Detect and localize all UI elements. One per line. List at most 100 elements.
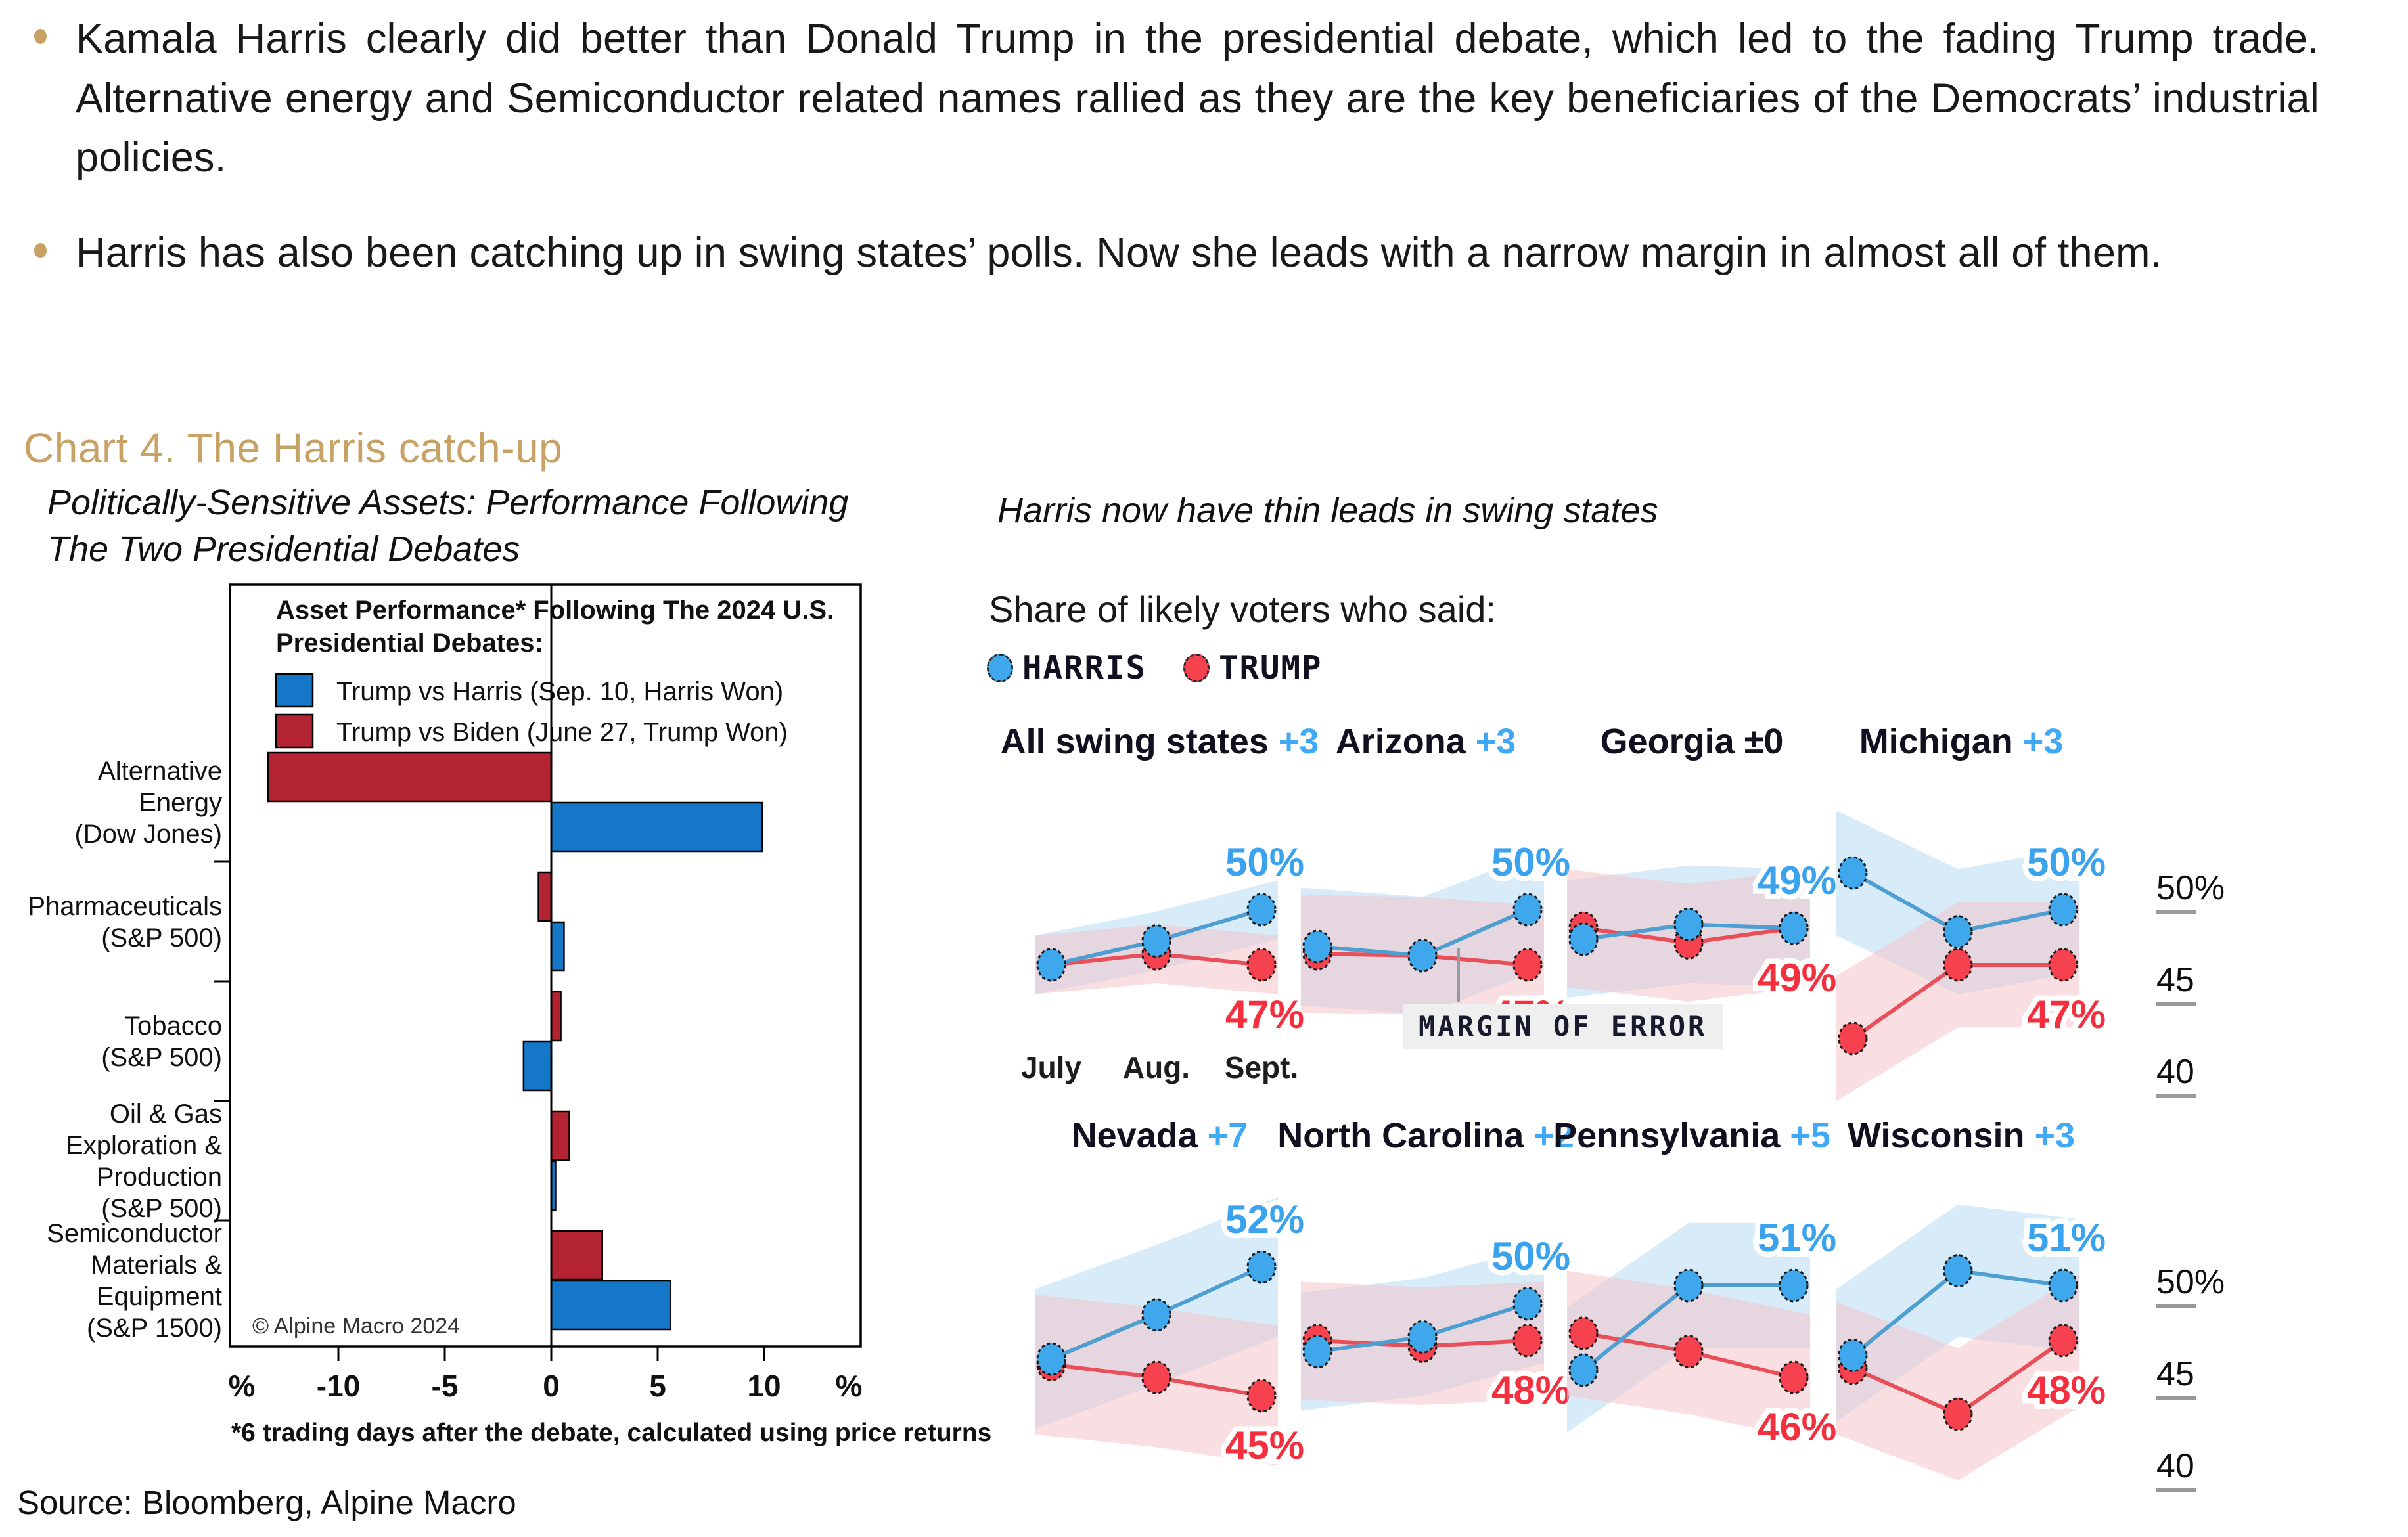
month-label: Aug.	[1123, 1050, 1190, 1084]
bar-category-label: Tobacco	[124, 1012, 222, 1040]
harris-point	[1302, 1335, 1332, 1369]
bar-harris-0	[550, 801, 763, 853]
harris-value-label: 49%	[1758, 858, 1836, 902]
bar-category-label: (S&P 500)	[101, 1194, 222, 1223]
state-title: All swing states +3	[1001, 722, 1319, 761]
bar-biden-1	[537, 871, 553, 922]
harris-point	[2048, 1268, 2078, 1303]
margin-of-error-pointer-line	[1457, 948, 1460, 1002]
bar-harris-4	[550, 1280, 671, 1331]
trump-point	[1246, 948, 1277, 982]
trump-point	[1246, 1379, 1277, 1413]
harris-point	[1302, 929, 1332, 964]
bullet-icon	[34, 243, 47, 259]
right-chart-subtitle: Harris now have thin leads in swing stat…	[997, 491, 1658, 530]
bar-chart-footnote: *6 trading days after the debate, calcul…	[231, 1419, 991, 1447]
trump-point	[1141, 1360, 1171, 1394]
axis-tick	[2156, 910, 2196, 914]
trump-dot-icon	[1183, 653, 1210, 682]
harris-point	[1036, 948, 1066, 982]
x-tick-label: 10	[747, 1369, 781, 1403]
legend-item-harris: HARRIS	[987, 649, 1147, 686]
x-tick-label: 0	[543, 1369, 560, 1403]
bar-category-label: Oil & Gas	[110, 1100, 222, 1128]
state-title: North Carolina +2	[1277, 1116, 1574, 1155]
axis-label: 50%	[2156, 869, 2225, 907]
bar-category-label: Energy	[139, 788, 222, 817]
bar-biden-2	[550, 991, 562, 1042]
harris-point	[1036, 1342, 1066, 1376]
source-note: Source: Bloomberg, Alpine Macro	[17, 1484, 516, 1521]
bar-category-label: Semiconductor	[47, 1219, 222, 1248]
trump-point	[1779, 1360, 1809, 1394]
bar-category-label: (S&P 500)	[101, 1043, 222, 1072]
harris-point	[1407, 1320, 1438, 1354]
bar-harris-1	[550, 921, 565, 972]
trump-value-label: 47%	[1225, 992, 1304, 1036]
bar-chart-title: Asset Performance* Following The 2024 U.…	[276, 596, 834, 625]
bar-chart-frame	[229, 583, 862, 1348]
bullet-list: Kamala Harris clearly did better than Do…	[34, 9, 2319, 319]
harris-value-label: 50%	[1225, 840, 1304, 884]
poll-share-label: Share of likely voters who said:	[989, 589, 1496, 630]
bullet-icon	[34, 29, 47, 44]
trump-point	[1838, 1021, 1868, 1056]
harris-point	[1141, 924, 1171, 958]
bar-category-label: Pharmaceuticals	[28, 892, 222, 921]
harris-point	[1568, 922, 1599, 956]
axis-label: 40	[2156, 1053, 2194, 1091]
bar-harris-2	[522, 1040, 553, 1092]
harris-point	[1246, 893, 1277, 927]
chart-section-title: Chart 4. The Harris catch-up	[24, 424, 563, 472]
axis-tick	[2156, 1396, 2196, 1400]
bar-chart-title: Presidential Debates:	[276, 629, 543, 657]
bullet-item: Kamala Harris clearly did better than Do…	[34, 9, 2319, 188]
bar-category-label: (S&P 500)	[101, 924, 222, 952]
state-title: Wisconsin +3	[1848, 1116, 2075, 1155]
bar-category-label: Exploration &	[66, 1131, 222, 1160]
state-title: Arizona +3	[1336, 722, 1516, 761]
harris-point	[1838, 856, 1868, 890]
harris-point	[1943, 1254, 1973, 1288]
state-title: Michigan +3	[1859, 722, 2064, 761]
harris-point	[1568, 1353, 1599, 1387]
state-title: Georgia ±0	[1601, 722, 1784, 761]
bar-legend-label: Trump vs Harris (Sep. 10, Harris Won)	[336, 677, 783, 706]
trump-point	[1943, 948, 1973, 982]
legend-swatch-icon	[275, 713, 314, 749]
harris-point	[1838, 1338, 1868, 1372]
trump-value-label: 48%	[1491, 1368, 1570, 1412]
poll-y-axis-top: 50% 45 40	[2156, 713, 2261, 1107]
harris-value-label: 51%	[1758, 1216, 1836, 1260]
trump-point	[1673, 1335, 1704, 1369]
unit-label-right: %	[836, 1369, 863, 1403]
poll-y-axis-bottom: 50% 45 40	[2156, 1107, 2261, 1501]
harris-point	[1512, 1287, 1543, 1321]
harris-point	[1246, 1250, 1277, 1284]
poll-chart-north-carolina: 50% 48% North Carolina +2	[1277, 1116, 1576, 1417]
axis-tick	[2156, 1002, 2196, 1006]
trump-point	[1568, 1316, 1599, 1350]
axis-tick	[2156, 1304, 2196, 1308]
bar-category-label: (Dow Jones)	[74, 820, 222, 849]
unit-label-left: %	[229, 1369, 256, 1403]
left-chart-subtitle: Politically-Sensitive Assets: Performanc…	[47, 483, 849, 569]
poll-chart-michigan: 50% 47% Michigan +3	[1836, 722, 2111, 1102]
harris-value-label: 50%	[1491, 840, 1570, 884]
trump-value-label: 48%	[2027, 1368, 2106, 1412]
bar-biden-4	[550, 1230, 604, 1281]
bullet-text: Kamala Harris clearly did better than Do…	[76, 16, 2319, 181]
bar-chart: Asset Performance* Following The 2024 U.…	[28, 583, 991, 1447]
poll-chart-wisconsin: 51% 48% Wisconsin +3	[1836, 1116, 2111, 1481]
harris-point	[1141, 1298, 1171, 1332]
bullet-item: Harris has also been catching up in swin…	[34, 223, 2319, 283]
bullet-text: Harris has also been catching up in swin…	[76, 230, 2162, 277]
harris-point	[1943, 915, 1973, 949]
bar-biden-3	[550, 1110, 570, 1161]
poll-legend: HARRIS TRUMP	[987, 649, 1340, 686]
harris-value-label: 52%	[1225, 1197, 1304, 1241]
bar-biden-0	[267, 751, 553, 803]
trump-point	[2048, 1324, 2078, 1358]
poll-chart-pennsylvania: 51% 46% Pennsylvania +5	[1553, 1116, 1842, 1454]
